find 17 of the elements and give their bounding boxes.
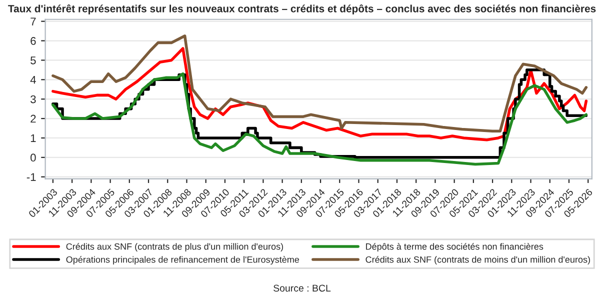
y-tick-label: 7 [30, 18, 36, 26]
legend-label: Crédits aux SNF (contrats de moins d'un million d'euros) [366, 256, 590, 265]
line-series [52, 34, 588, 133]
legend-label: Crédits aux SNF (contrats de plus d'un million d'euros) [66, 242, 283, 252]
y-tick-label: 3 [30, 95, 36, 104]
line-series [52, 47, 588, 142]
legend-label: Opérations principales de refinancement de l'Eurosystème [66, 256, 300, 265]
chart-title: Taux d'intérêt représentatifs sur les nouveaux contrats – crédits et dépôts – conclus avec des sociétés non financières [8, 4, 596, 14]
source-note: Source : BCL [274, 284, 331, 292]
y-tick-label: 4 [30, 76, 36, 84]
y-tick-label: 0 [30, 154, 36, 162]
legend-label: Dépôts à terme des sociétés non financières [366, 242, 544, 252]
y-tick-label: 2 [30, 114, 36, 123]
y-tick-label: 6 [30, 37, 36, 45]
y-tick-label: 5 [30, 56, 36, 64]
y-tick-label: 1 [30, 134, 36, 142]
y-tick-label: -1 [26, 173, 36, 181]
